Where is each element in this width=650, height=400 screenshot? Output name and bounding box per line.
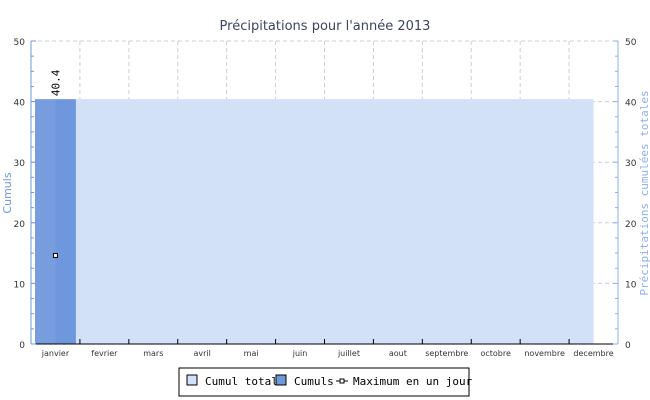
x-tick-label: janvier (41, 349, 70, 358)
x-tick-label: fevrier (91, 349, 118, 358)
area-cumul-total (35, 99, 594, 345)
legend-label-cumuls: Cumuls (294, 375, 334, 388)
y-axis-label-left: Cumuls (1, 172, 14, 213)
y-tick-label-left: 0 (19, 341, 25, 351)
legend-swatch-cumuls (275, 374, 287, 386)
y-tick-label-left: 40 (14, 99, 26, 109)
data-label: 40.4 (49, 69, 62, 96)
y-tick-label-right: 30 (625, 159, 637, 169)
y-axis-label-right: Précipitations cumulées totales (638, 90, 650, 295)
x-tick-label: octobre (480, 349, 511, 358)
chart-title: Précipitations pour l'année 2013 (220, 19, 431, 34)
x-tick-label: avril (194, 349, 211, 358)
bar-cumuls (35, 99, 76, 345)
x-tick-label: juin (292, 349, 308, 358)
axes: 0 0 10 10 20 20 30 30 40 40 50 50 janvier fevrier mars… (14, 38, 637, 358)
x-tick-label: novembre (524, 349, 565, 358)
legend: Cumul total Cumuls Maximum en un jour (178, 367, 473, 397)
y-tick-label-left: 50 (14, 38, 26, 48)
x-tick-label: aout (389, 349, 407, 358)
y-tick-label-right: 0 (625, 341, 631, 351)
y-tick-label-right: 10 (625, 280, 637, 290)
point-maximum (52, 253, 58, 259)
x-tick-label: septembre (425, 349, 468, 358)
legend-label-maximum: Maximum en un jour (353, 375, 473, 388)
y-tick-label-right: 40 (625, 99, 637, 109)
y-tick-label-right: 50 (625, 38, 637, 48)
bar-cumuls-highlight (35, 99, 56, 345)
x-tick-label: juillet (337, 349, 360, 358)
legend-label-cumul-total: Cumul total (205, 375, 278, 388)
y-tick-label-left: 20 (14, 220, 26, 230)
x-tick-label: mars (143, 349, 163, 358)
marks: 40.4 (35, 69, 594, 345)
y-tick-label-left: 10 (14, 280, 26, 290)
legend-marker-maximum (339, 378, 345, 384)
y-tick-label-right: 20 (625, 220, 637, 230)
x-tick-label: mai (244, 349, 259, 358)
x-tick-label: decembre (573, 349, 613, 358)
legend-swatch-cumul-total (186, 374, 198, 386)
y-tick-label-left: 30 (14, 159, 26, 169)
